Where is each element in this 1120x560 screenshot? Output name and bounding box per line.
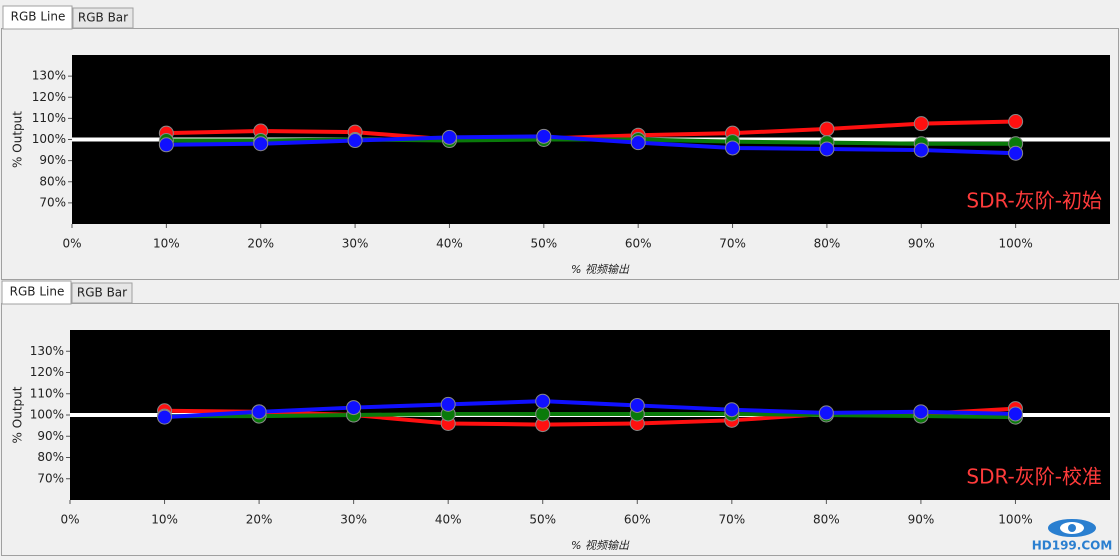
data-point xyxy=(913,116,929,132)
x-tick-label: 10% xyxy=(151,513,178,527)
y-tick-label: 70% xyxy=(37,471,64,485)
y-tick-label: 90% xyxy=(39,153,66,167)
data-point xyxy=(725,140,741,156)
data-point xyxy=(251,404,267,420)
y-tick-label: 90% xyxy=(37,429,64,443)
series-line xyxy=(164,399,1016,420)
y-tick-label: 110% xyxy=(30,386,64,400)
x-tick-label: 40% xyxy=(436,237,463,251)
x-tick-label: 70% xyxy=(718,513,745,527)
data-point xyxy=(253,136,269,152)
data-point xyxy=(536,128,552,144)
y-tick-label: 120% xyxy=(32,90,66,104)
tab[interactable] xyxy=(71,282,133,304)
data-point xyxy=(158,137,174,153)
x-tick-label: 40% xyxy=(435,513,462,527)
x-tick-label: 60% xyxy=(625,237,652,251)
tab-label[interactable]: RGB Line xyxy=(10,285,65,299)
y-tick-label: 80% xyxy=(39,174,66,188)
y-tick-label: 100% xyxy=(30,408,64,422)
y-tick-label: 110% xyxy=(32,111,66,125)
data-point xyxy=(819,121,835,137)
data-point xyxy=(629,397,645,413)
data-point xyxy=(630,135,646,151)
watermark-logo xyxy=(1068,524,1076,532)
tab-label[interactable]: RGB Bar xyxy=(77,286,127,300)
data-point xyxy=(347,133,363,149)
data-point xyxy=(535,393,551,409)
annotation: SDR-灰阶-校准 xyxy=(966,465,1102,489)
annotation: SDR-灰阶-初始 xyxy=(966,189,1102,213)
x-tick-label: 80% xyxy=(813,513,840,527)
y-tick-label: 130% xyxy=(32,69,66,83)
data-point xyxy=(1007,406,1023,422)
y-tick-label: 120% xyxy=(30,365,64,379)
x-tick-label: 100% xyxy=(998,237,1032,251)
tab-label[interactable]: RGB Line xyxy=(11,10,66,24)
x-tick-label: 30% xyxy=(340,513,367,527)
series-line xyxy=(164,411,1016,420)
data-point xyxy=(346,400,362,416)
y-axis-label: % Output xyxy=(11,111,25,168)
data-point xyxy=(440,396,456,412)
data-point xyxy=(1008,114,1024,130)
tab[interactable] xyxy=(1,280,72,305)
x-tick-label: 50% xyxy=(530,237,557,251)
data-point xyxy=(724,402,740,418)
y-tick-label: 70% xyxy=(39,195,66,209)
data-point xyxy=(535,406,551,422)
x-tick-label: 50% xyxy=(529,513,556,527)
x-tick-label: 20% xyxy=(247,237,274,251)
data-point xyxy=(441,129,457,145)
data-point xyxy=(1008,145,1024,161)
x-tick-label: 80% xyxy=(814,237,841,251)
series-line xyxy=(166,134,1016,156)
y-axis-label: % Output xyxy=(11,386,25,443)
x-tick-label: 100% xyxy=(998,513,1032,527)
tab[interactable] xyxy=(2,5,73,30)
data-point xyxy=(818,405,834,421)
y-tick-label: 80% xyxy=(37,450,64,464)
data-point xyxy=(913,404,929,420)
tab[interactable] xyxy=(72,7,134,29)
data-point xyxy=(819,141,835,157)
x-tick-label: 70% xyxy=(719,237,746,251)
x-axis-label: % 视频输出 xyxy=(571,539,630,552)
x-tick-label: 0% xyxy=(62,237,81,251)
x-tick-label: 90% xyxy=(908,237,935,251)
x-axis-label: % 视频输出 xyxy=(571,263,630,276)
data-point xyxy=(157,409,173,425)
series-line xyxy=(166,119,1016,142)
y-tick-label: 100% xyxy=(32,132,66,146)
watermark: HD199.COM xyxy=(1032,539,1113,553)
x-tick-label: 60% xyxy=(624,513,651,527)
y-tick-label: 130% xyxy=(30,344,64,358)
tab-label[interactable]: RGB Bar xyxy=(78,11,128,25)
data-point xyxy=(913,142,929,158)
x-tick-label: 90% xyxy=(908,513,935,527)
x-tick-label: 10% xyxy=(153,237,180,251)
x-tick-label: 30% xyxy=(342,237,369,251)
x-tick-label: 20% xyxy=(246,513,273,527)
x-tick-label: 0% xyxy=(60,513,79,527)
